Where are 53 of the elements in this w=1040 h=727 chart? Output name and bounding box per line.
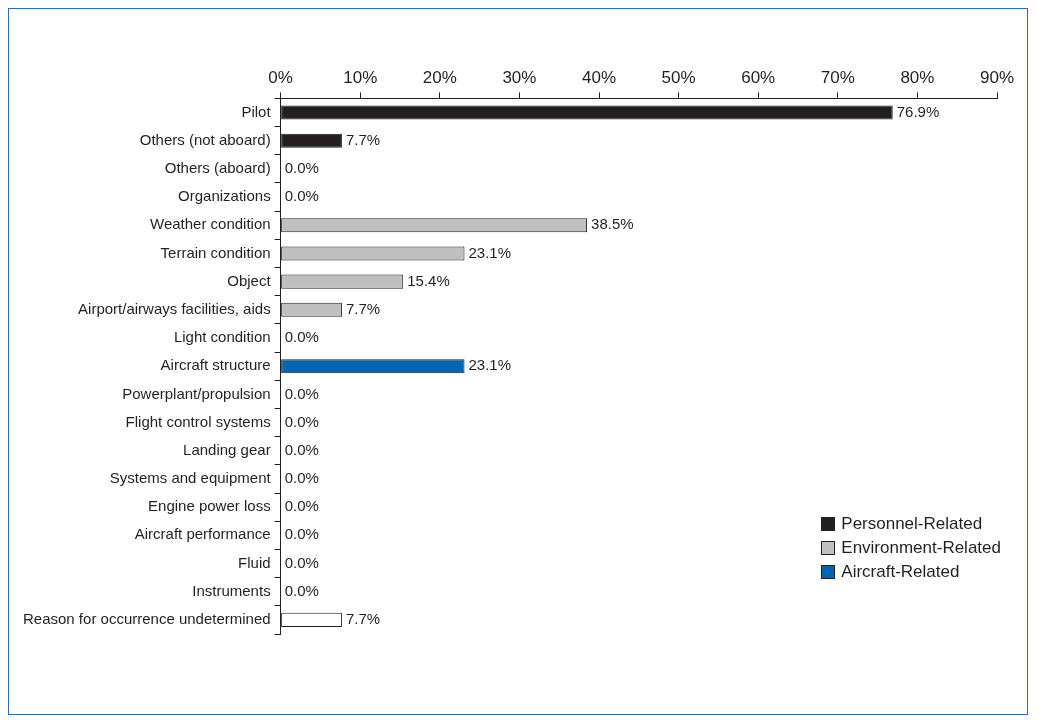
bar [281,105,893,120]
y-tick-label: Airport/airways facilities, aids [78,299,271,317]
x-tick-label: 40% [582,67,617,87]
y-tick-label: Landing gear [183,440,271,458]
data-label: 15.4% [407,271,450,289]
x-tick-label: 0% [268,67,293,87]
data-label: 23.1% [468,356,512,374]
x-tick-label: 90% [979,67,1015,87]
data-label: 0.0% [284,187,319,205]
x-tick-label: 10% [343,67,378,87]
y-tick-label: Powerplant/propulsion [122,384,271,402]
bar [281,133,342,148]
x-tick-label: 80% [900,67,935,87]
data-label: 7.7% [345,299,381,317]
data-label: 0.0% [284,469,319,487]
legend-label: Aircraft-Related [841,561,960,583]
y-tick-label: Aircraft structure [160,356,271,374]
x-tick-label: 30% [502,67,537,87]
x-tick-label: 20% [422,67,457,87]
y-tick-label: Fluid [238,553,271,571]
data-label: 0.0% [284,412,319,430]
data-label: 38.5% [591,215,634,233]
data-label: 7.7% [345,130,381,148]
y-tick-label: Others (not aboard) [139,130,271,148]
x-tick-label: 70% [820,67,855,87]
data-label: 7.7% [345,610,381,628]
data-label: 76.9% [896,102,940,120]
data-label: 0.0% [284,497,319,515]
data-label: 23.1% [468,243,512,261]
y-tick-label: Reason for occurrence undetermined [23,610,271,628]
y-tick-label: Organizations [178,187,271,205]
legend-label: Environment-Related [841,537,1001,559]
data-label: 0.0% [284,553,319,571]
y-tick-label: Flight control systems [125,412,271,430]
x-tick-label: 60% [741,67,776,87]
y-tick-label: Instruments [192,581,271,599]
data-label: 0.0% [284,328,319,346]
data-label: 0.0% [284,525,319,543]
y-tick-label: Others (aboard) [164,159,271,177]
y-tick-label: Aircraft performance [134,525,271,543]
x-tick-label: 50% [661,67,696,87]
y-tick-label: Weather condition [150,215,271,233]
y-tick-label: Object [227,271,272,289]
data-label: 0.0% [284,384,319,402]
y-tick-label: Terrain condition [160,243,271,261]
legend-label: Personnel-Related [841,513,983,535]
data-label: 0.0% [284,440,319,458]
data-label: 0.0% [284,159,319,177]
y-tick-label: Pilot [241,102,272,120]
y-tick-label: Systems and equipment [109,469,272,487]
y-tick-label: Engine power loss [148,497,271,515]
data-label: 0.0% [284,581,319,599]
y-tick-label: Light condition [173,328,271,346]
